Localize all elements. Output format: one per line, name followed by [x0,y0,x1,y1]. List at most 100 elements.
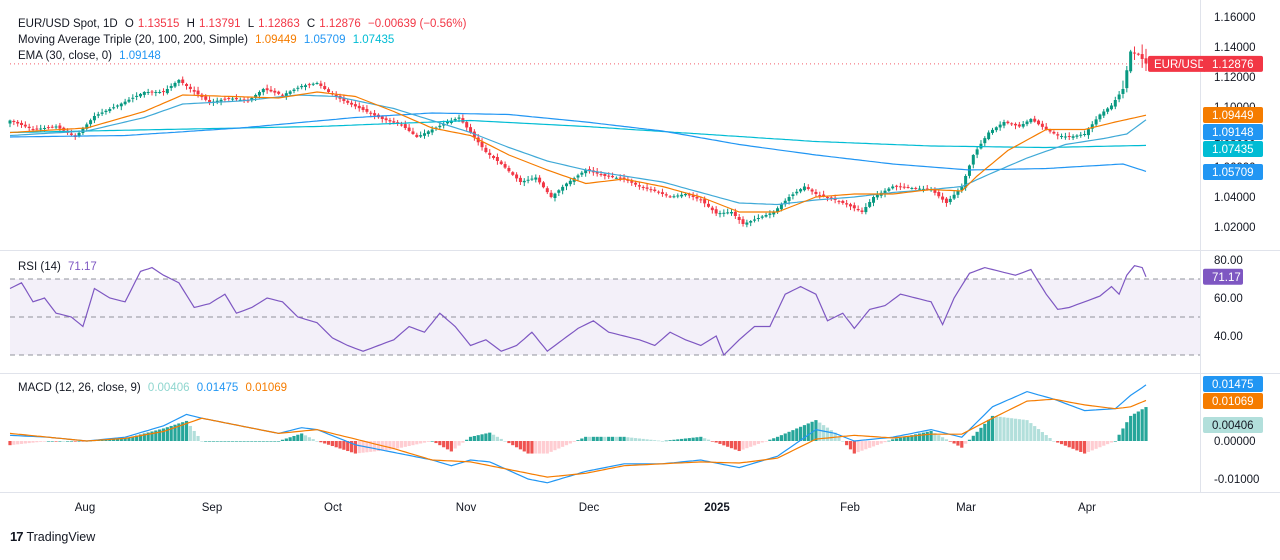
macd-hist-bar [108,439,112,441]
macd-hist-bar [1067,441,1071,448]
candle-body [369,112,373,114]
candle-body [810,189,814,192]
macd-hist-bar [311,439,315,441]
rsi-tick-label: 80.00 [1214,255,1243,267]
candle-body [112,107,116,109]
macd-hist-bar [649,439,653,441]
candle-body [1033,118,1037,122]
macd-hist-bar [979,427,983,441]
candle-body [92,116,96,121]
candle-body [162,91,166,93]
tradingview-brand: TradingView [26,529,96,544]
candle-body [722,212,726,214]
price-tick-label: 1.14000 [1214,42,1256,54]
candle-body [906,187,910,189]
macd-hist-bar [633,438,638,441]
macd-hist-bar [476,435,480,441]
tradingview-footer[interactable]: 17 TradingView [10,529,95,544]
macd-hist-bar [238,441,242,442]
candle-body [1029,119,1033,123]
candle-body [307,84,311,86]
price-tick-label: 1.04000 [1214,192,1256,204]
macd-hist-bar [530,441,534,454]
macd-value-tag-text: 0.01475 [1212,379,1254,391]
macd-hist-bar [599,436,603,441]
macd-line-value: 0.01475 [196,382,239,394]
macd-hist-bar [227,441,231,442]
macd-hist-bar [576,440,580,441]
candle-body [1017,124,1021,127]
macd-hist-bar [595,436,599,441]
macd-hist-bar [1129,415,1133,441]
macd-hist-bar [158,429,162,441]
candle-body [54,126,58,128]
macd-hist-bar [200,441,204,442]
candle-body [188,86,192,89]
macd-hist-bar [914,434,918,441]
candle-body [1129,51,1133,72]
last-price-tag: 1.12876 [1203,55,1263,72]
candle-body [231,98,235,100]
macd-hist-bar [396,441,400,449]
candle-body [196,90,200,95]
candle-body [864,207,868,213]
macd-hist-bar [1044,435,1048,441]
candle-body [898,186,902,188]
main-legend: EUR/USD Spot, 1D O 1.13515 H 1.13791 L 1.12… [18,16,474,32]
low-value: 1.12863 [258,18,300,30]
macd-hist-bar [65,441,70,442]
candle-body [875,194,879,198]
candle-body [814,191,818,194]
candle-body [660,192,664,194]
macd-hist-bar [234,441,239,442]
candle-body [35,128,39,130]
time-axis: Aug Sep Oct Nov Dec 2025 Feb Mar Apr [75,502,1096,514]
candlestick-series [8,44,1148,228]
candle-body [311,83,315,85]
macd-hist-bar [879,441,883,444]
candle-body [607,175,611,177]
macd-hist-bar [154,430,158,441]
candle-body [522,180,526,183]
open-label: O [124,18,134,30]
macd-hist-bar [1136,411,1140,441]
candle-body [438,125,442,128]
macd-hist-bar [683,438,688,441]
candle-body [960,186,964,191]
macd-hist-bar [1113,441,1117,442]
macd-hist-bar [161,428,166,441]
macd-hist-bar [822,425,826,441]
macd-hist-bar [653,440,657,441]
candle-body [756,218,760,219]
macd-hist-bar [541,441,546,454]
macd-hist-bar [1094,441,1098,449]
ohlc-values: O 1.13515 H 1.13791 L 1.12863 C 1.12876 −0.0… [125,18,471,30]
candle-body [265,88,269,91]
macd-hist-bar [975,431,979,441]
macd-hist-bar [19,441,24,444]
candle-body [726,212,730,214]
price-tick-label: 1.12000 [1214,72,1256,84]
macd-hist-bar [875,441,879,446]
candle-body [1106,108,1110,112]
macd-hist-bar [407,441,411,447]
signal-value-tag: 0.01069 [1203,393,1263,409]
axis-value-tag-text: 1.07435 [1212,144,1254,156]
macd-hist-bar [112,439,116,441]
macd-hist-bar [1025,420,1029,441]
candle-body [273,90,277,93]
candle-body [918,188,922,190]
high-label: H [186,18,195,30]
candle-body [300,86,304,88]
macd-hist-bar [138,434,143,441]
macd-hist-bar [54,441,58,442]
macd-hist-bar [323,441,327,444]
candle-body [1067,135,1071,137]
candle-body [8,120,12,124]
candle-body [902,186,906,188]
macd-hist-bar [637,438,642,441]
macd-hist-bar [1040,432,1044,441]
macd-hist-bar [680,438,684,441]
